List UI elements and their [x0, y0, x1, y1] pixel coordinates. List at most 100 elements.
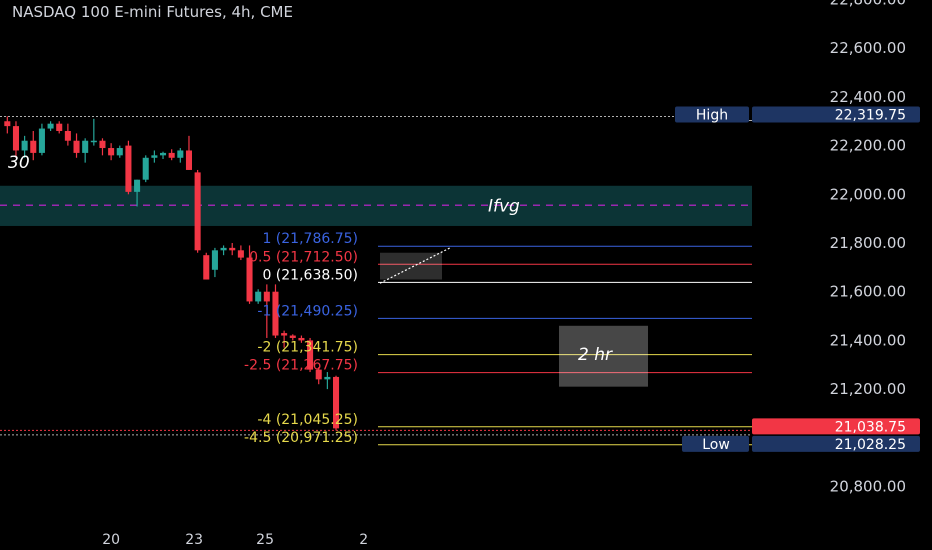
x-tick-label: 25 — [256, 532, 274, 548]
candle-body — [229, 247, 236, 251]
candle-body — [4, 121, 11, 127]
candle-body — [30, 140, 37, 153]
candle — [82, 138, 89, 163]
y-tick-label: 22,600.00 — [830, 39, 906, 57]
candle — [4, 116, 11, 134]
y-tick-label: 21,400.00 — [830, 331, 906, 349]
high-label-tag-text: High — [696, 107, 728, 123]
candle — [255, 289, 262, 304]
high-value-tag-bg — [752, 106, 920, 123]
low-value-tag-bg — [752, 435, 920, 452]
fib-labels: 1 (21,786.75) 0.5 (21,712.50) 0 (21,638.50… — [244, 231, 358, 446]
candle-body — [194, 172, 201, 251]
high-value-tag-text: 22,319.75 — [835, 107, 906, 123]
candle-body — [125, 145, 132, 192]
note-box-label: 2 hr — [578, 345, 613, 365]
low-label-tag-bg — [682, 435, 749, 452]
candle — [21, 135, 28, 158]
candle-body — [324, 376, 331, 380]
candle — [324, 372, 331, 390]
candle — [108, 143, 115, 161]
left-note: 30 — [8, 153, 30, 173]
candle-body — [47, 123, 54, 129]
candle-body — [333, 376, 340, 429]
fib-label: -4 (21,045.25) — [257, 412, 358, 428]
candle-body — [160, 152, 167, 156]
y-tick-label: 20,800.00 — [830, 478, 906, 496]
price-axis[interactable]: 20,800.00 21,200.00 21,400.00 21,600.00 21,8… — [830, 0, 906, 496]
x-tick-label: 2 — [359, 532, 368, 548]
candle — [125, 140, 132, 195]
fvg-label: Ifvg — [488, 196, 520, 216]
candle-body — [246, 257, 253, 302]
last-price-tag-text: 21,038.75 — [835, 419, 906, 435]
last-price-tag-bg — [752, 418, 920, 435]
candle — [38, 123, 45, 156]
candle — [203, 252, 210, 280]
candle — [12, 121, 19, 158]
candle-body — [99, 140, 106, 149]
candle — [56, 121, 63, 134]
candle — [298, 335, 305, 343]
candle — [151, 150, 158, 163]
candle — [211, 247, 218, 278]
candle-body — [177, 150, 184, 158]
fvg-layer: Ifvg — [0, 185, 752, 226]
candle-body — [272, 291, 279, 336]
price-tags: High 22,319.75 21,038.75 Low 21,028.25 — [675, 106, 920, 453]
candle — [30, 130, 37, 161]
candle — [229, 243, 236, 256]
candle — [246, 245, 253, 304]
candle-body — [168, 152, 175, 158]
candle-body — [298, 337, 305, 341]
candle — [73, 133, 80, 158]
candle-body — [263, 291, 270, 302]
candle — [185, 135, 192, 170]
candle-body — [151, 155, 158, 158]
y-tick-label: 22,400.00 — [830, 88, 906, 106]
time-axis[interactable]: 82023252 — [0, 532, 368, 548]
candle-body — [116, 148, 123, 156]
fib-label: 0 (21,638.50) — [262, 267, 358, 283]
x-tick-label: 20 — [102, 532, 120, 548]
chart-title: NASDAQ 100 E-mini Futures, 4h, CME — [12, 3, 293, 21]
candle — [237, 245, 244, 261]
low-value-tag-text: 21,028.25 — [835, 437, 906, 453]
fib-label: 0.5 (21,712.50) — [249, 249, 358, 265]
candle — [272, 284, 279, 338]
candle-body — [315, 369, 322, 380]
candle-body — [307, 340, 314, 370]
y-tick-label: 22,200.00 — [830, 137, 906, 155]
fib-label: -4.5 (20,971.25) — [244, 430, 358, 446]
candle-body — [108, 148, 115, 156]
candle-body — [211, 250, 218, 270]
candle — [160, 151, 167, 159]
candle — [220, 245, 227, 256]
y-tick-label: 22,800.00 — [830, 0, 906, 9]
y-tick-label: 21,800.00 — [830, 234, 906, 252]
candle-body — [220, 247, 227, 251]
candle — [99, 138, 106, 156]
candle-body — [134, 179, 141, 192]
range-box — [380, 252, 442, 280]
candle — [142, 155, 149, 183]
candle-body — [64, 130, 71, 141]
low-label-tag-text: Low — [702, 437, 730, 453]
candle — [47, 121, 54, 131]
candle-body — [255, 291, 262, 302]
y-tick-label: 21,200.00 — [830, 380, 906, 398]
candle-body — [281, 333, 288, 336]
candles — [4, 116, 340, 431]
candle-body — [12, 126, 19, 151]
candle-body — [56, 123, 63, 131]
fib-label: -1 (21,490.25) — [257, 303, 358, 319]
y-tick-label: 22,000.00 — [830, 185, 906, 203]
candle-body — [185, 150, 192, 170]
note-box — [559, 325, 648, 387]
candle — [90, 118, 97, 146]
candle — [289, 334, 296, 341]
overlays: 2 hr — [379, 247, 648, 387]
candle — [134, 179, 141, 207]
